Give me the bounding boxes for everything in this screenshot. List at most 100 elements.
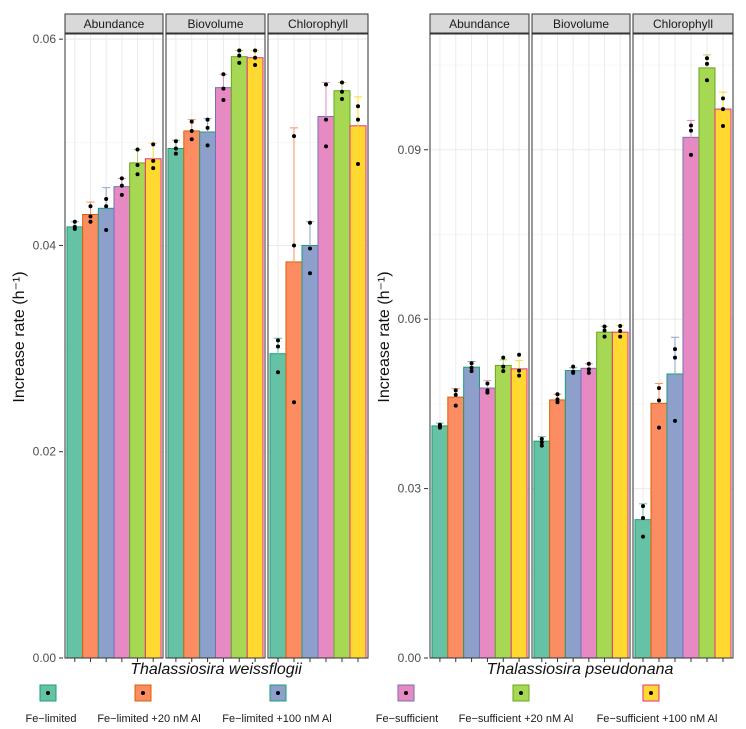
data-point [324, 144, 328, 149]
data-point [189, 128, 194, 133]
legend-label: Fe−sufficient +20 nM Al [459, 713, 574, 725]
data-point [517, 373, 522, 378]
weissflogii-chart: 0.00 0.02 0.04 0.06 Increase rate (h⁻¹) Thala… [11, 13, 369, 678]
data-point [221, 98, 226, 103]
bar [144, 158, 162, 659]
facet-biovolume: Biovolume [531, 13, 631, 662]
data-point [673, 355, 677, 360]
legend-key-point [519, 691, 523, 695]
bar [564, 370, 582, 659]
data-point [221, 72, 226, 77]
legend-item: Fe−sufficient [376, 684, 438, 725]
data-point [135, 147, 140, 152]
data-point [571, 369, 576, 374]
data-point [705, 78, 709, 83]
y-tick-label: 0.03 [398, 482, 422, 496]
data-point [641, 504, 645, 509]
x-axis-label: Thalassiosira weissflogii [130, 661, 302, 678]
facet-strip-label: Chlorophyll [288, 17, 348, 31]
data-point [721, 96, 725, 101]
data-point [340, 89, 344, 94]
data-point [602, 328, 607, 333]
facet-strip [267, 13, 369, 34]
data-point [253, 48, 258, 53]
facet-chlorophyll: Chlorophyll [632, 13, 734, 662]
bar [611, 331, 629, 659]
y-tick-label: 0.06 [33, 32, 57, 46]
data-point [253, 62, 258, 67]
bar [510, 368, 528, 659]
bar [199, 131, 217, 659]
data-point [539, 436, 544, 441]
data-point [705, 61, 709, 66]
data-point [324, 117, 328, 122]
data-point [673, 418, 677, 423]
y-axis-label: Increase rate (h⁻¹) [376, 271, 393, 402]
data-point [276, 344, 280, 349]
bar [113, 186, 131, 659]
bar [447, 396, 465, 659]
data-point [308, 271, 312, 276]
data-point [88, 219, 93, 224]
data-point [586, 361, 591, 366]
data-point [657, 398, 661, 403]
bar [317, 116, 335, 659]
bar [549, 399, 566, 659]
data-point [586, 367, 591, 372]
bar [682, 136, 700, 659]
legend-item: Fe−limited +100 nM Al [222, 684, 332, 725]
data-point [308, 220, 312, 225]
data-point [721, 107, 725, 112]
legend-label: Fe−limited [25, 713, 76, 725]
data-point [88, 214, 93, 219]
bar [230, 56, 248, 659]
data-point [135, 162, 140, 167]
facet-strip-label: Biovolume [553, 17, 609, 31]
data-point [689, 123, 693, 128]
data-point [189, 137, 194, 142]
bar [183, 130, 201, 659]
data-point [485, 388, 490, 393]
data-point [324, 82, 328, 87]
data-point [539, 443, 544, 448]
y-tick-label: 0.00 [398, 651, 422, 665]
y-tick-label: 0.09 [398, 143, 422, 157]
data-point [602, 324, 607, 329]
data-point [292, 134, 296, 139]
legend-label: Fe−limited +20 nM Al [97, 713, 200, 725]
legend-item: Fe−sufficient +100 nM Al [597, 684, 717, 725]
data-point [119, 183, 124, 188]
data-point [173, 139, 178, 144]
data-point [72, 219, 77, 224]
data-point [72, 224, 77, 229]
data-point [237, 60, 242, 65]
bar [634, 519, 652, 659]
panel-border [429, 33, 530, 659]
facet-strip-label: Biovolume [187, 17, 243, 31]
data-point [292, 400, 296, 405]
data-point [151, 142, 156, 147]
data-point [340, 96, 344, 101]
data-point [539, 440, 544, 445]
legend-item: Fe−limited [25, 684, 77, 725]
data-point [618, 329, 623, 334]
data-point [104, 227, 109, 232]
bar [698, 67, 716, 659]
data-point [119, 176, 124, 181]
bar [533, 440, 551, 659]
legend-label: Fe−sufficient [376, 713, 438, 725]
facet-abundance: Abundance [64, 13, 164, 662]
panel-border [165, 33, 266, 659]
bar [97, 207, 115, 659]
bar [129, 162, 146, 659]
data-point [453, 403, 458, 408]
data-point [657, 386, 661, 391]
legend-item: Fe−limited +20 nM Al [97, 684, 201, 725]
data-point [189, 119, 194, 124]
data-point [151, 158, 156, 163]
data-point [602, 334, 607, 339]
data-point [135, 172, 140, 177]
data-point [469, 369, 474, 374]
y-axis-label: Increase rate (h⁻¹) [11, 271, 28, 402]
data-point [340, 80, 344, 85]
